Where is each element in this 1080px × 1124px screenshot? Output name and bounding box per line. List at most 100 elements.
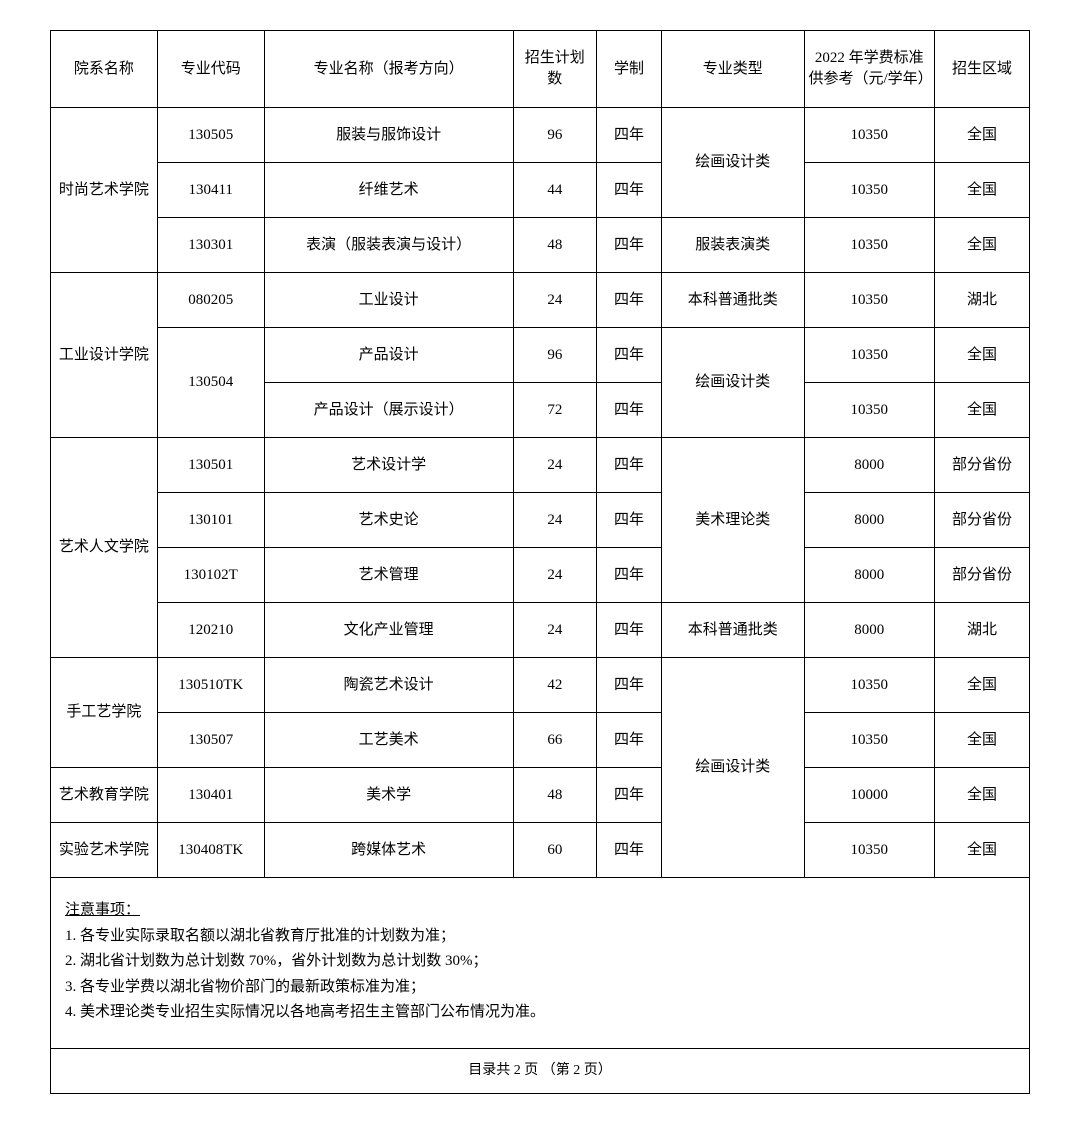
cell-dur: 四年	[596, 493, 661, 548]
admission-table: 院系名称 专业代码 专业名称（报考方向） 招生计划数 学制 专业类型 2022 …	[50, 30, 1030, 878]
header-code: 专业代码	[157, 31, 264, 108]
notes-title: 注意事项：	[65, 902, 140, 918]
cell-plan: 60	[513, 823, 596, 878]
cell-type: 服装表演类	[662, 218, 804, 273]
cell-fee: 10000	[804, 768, 935, 823]
table-row: 艺术教育学院 130401 美术学 48 四年 10000 全国	[51, 768, 1030, 823]
cell-type: 本科普通批类	[662, 273, 804, 328]
cell-code: 120210	[157, 603, 264, 658]
table-row: 工业设计学院 080205 工业设计 24 四年 本科普通批类 10350 湖北	[51, 273, 1030, 328]
cell-plan: 48	[513, 768, 596, 823]
cell-major: 表演（服装表演与设计）	[264, 218, 513, 273]
cell-type: 绘画设计类	[662, 658, 804, 878]
cell-code: 130510TK	[157, 658, 264, 713]
cell-fee: 10350	[804, 163, 935, 218]
cell-region: 全国	[935, 108, 1030, 163]
cell-plan: 24	[513, 493, 596, 548]
cell-plan: 42	[513, 658, 596, 713]
cell-major: 艺术管理	[264, 548, 513, 603]
table-row: 130504 产品设计 96 四年 绘画设计类 10350 全国	[51, 328, 1030, 383]
cell-region: 全国	[935, 218, 1030, 273]
cell-fee: 10350	[804, 713, 935, 768]
header-major: 专业名称（报考方向）	[264, 31, 513, 108]
cell-region: 全国	[935, 658, 1030, 713]
cell-code: 130408TK	[157, 823, 264, 878]
cell-region: 全国	[935, 768, 1030, 823]
notes-line: 1. 各专业实际录取名额以湖北省教育厅批准的计划数为准；	[65, 928, 455, 944]
cell-plan: 48	[513, 218, 596, 273]
table-row: 时尚艺术学院 130505 服装与服饰设计 96 四年 绘画设计类 10350 …	[51, 108, 1030, 163]
cell-major: 艺术史论	[264, 493, 513, 548]
header-type: 专业类型	[662, 31, 804, 108]
cell-fee: 10350	[804, 823, 935, 878]
cell-major: 跨媒体艺术	[264, 823, 513, 878]
table-row: 130301 表演（服装表演与设计） 48 四年 服装表演类 10350 全国	[51, 218, 1030, 273]
cell-dur: 四年	[596, 273, 661, 328]
cell-fee: 10350	[804, 273, 935, 328]
header-dur: 学制	[596, 31, 661, 108]
cell-dur: 四年	[596, 218, 661, 273]
table-header-row: 院系名称 专业代码 专业名称（报考方向） 招生计划数 学制 专业类型 2022 …	[51, 31, 1030, 108]
table-row: 130102T 艺术管理 24 四年 8000 部分省份	[51, 548, 1030, 603]
cell-plan: 24	[513, 548, 596, 603]
cell-region: 部分省份	[935, 438, 1030, 493]
notes-box: 注意事项： 1. 各专业实际录取名额以湖北省教育厅批准的计划数为准； 2. 湖北…	[50, 878, 1030, 1049]
cell-region: 全国	[935, 328, 1030, 383]
cell-major: 工业设计	[264, 273, 513, 328]
table-row: 130411 纤维艺术 44 四年 10350 全国	[51, 163, 1030, 218]
cell-plan: 96	[513, 328, 596, 383]
cell-fee: 8000	[804, 603, 935, 658]
notes-line: 3. 各专业学费以湖北省物价部门的最新政策标准为准；	[65, 979, 425, 995]
cell-major: 陶瓷艺术设计	[264, 658, 513, 713]
cell-plan: 72	[513, 383, 596, 438]
cell-plan: 66	[513, 713, 596, 768]
cell-dept: 工业设计学院	[51, 273, 158, 438]
cell-dept: 艺术教育学院	[51, 768, 158, 823]
cell-region: 全国	[935, 823, 1030, 878]
cell-region: 部分省份	[935, 548, 1030, 603]
cell-fee: 8000	[804, 493, 935, 548]
cell-region: 全国	[935, 713, 1030, 768]
cell-major: 产品设计	[264, 328, 513, 383]
cell-code: 130301	[157, 218, 264, 273]
cell-major: 服装与服饰设计	[264, 108, 513, 163]
cell-code: 130101	[157, 493, 264, 548]
cell-plan: 96	[513, 108, 596, 163]
cell-type: 绘画设计类	[662, 108, 804, 218]
cell-dur: 四年	[596, 823, 661, 878]
cell-region: 湖北	[935, 603, 1030, 658]
cell-type: 本科普通批类	[662, 603, 804, 658]
cell-fee: 10350	[804, 218, 935, 273]
cell-dur: 四年	[596, 108, 661, 163]
cell-dur: 四年	[596, 548, 661, 603]
cell-dept: 艺术人文学院	[51, 438, 158, 658]
cell-dur: 四年	[596, 383, 661, 438]
cell-dept: 时尚艺术学院	[51, 108, 158, 273]
cell-fee: 10350	[804, 383, 935, 438]
cell-dur: 四年	[596, 438, 661, 493]
cell-major: 产品设计（展示设计）	[264, 383, 513, 438]
cell-code: 130504	[157, 328, 264, 438]
cell-region: 全国	[935, 383, 1030, 438]
cell-plan: 24	[513, 438, 596, 493]
cell-fee: 10350	[804, 108, 935, 163]
table-row: 艺术人文学院 130501 艺术设计学 24 四年 美术理论类 8000 部分省…	[51, 438, 1030, 493]
cell-code: 130507	[157, 713, 264, 768]
cell-code: 130501	[157, 438, 264, 493]
cell-dur: 四年	[596, 658, 661, 713]
cell-fee: 8000	[804, 438, 935, 493]
cell-dur: 四年	[596, 163, 661, 218]
cell-major: 艺术设计学	[264, 438, 513, 493]
cell-dept: 实验艺术学院	[51, 823, 158, 878]
header-fee: 2022 年学费标准供参考（元/学年）	[804, 31, 935, 108]
cell-type: 绘画设计类	[662, 328, 804, 438]
cell-code: 080205	[157, 273, 264, 328]
cell-code: 130401	[157, 768, 264, 823]
table-row: 130507 工艺美术 66 四年 10350 全国	[51, 713, 1030, 768]
cell-plan: 24	[513, 603, 596, 658]
cell-code: 130505	[157, 108, 264, 163]
cell-type: 美术理论类	[662, 438, 804, 603]
cell-major: 美术学	[264, 768, 513, 823]
cell-plan: 24	[513, 273, 596, 328]
cell-fee: 10350	[804, 328, 935, 383]
